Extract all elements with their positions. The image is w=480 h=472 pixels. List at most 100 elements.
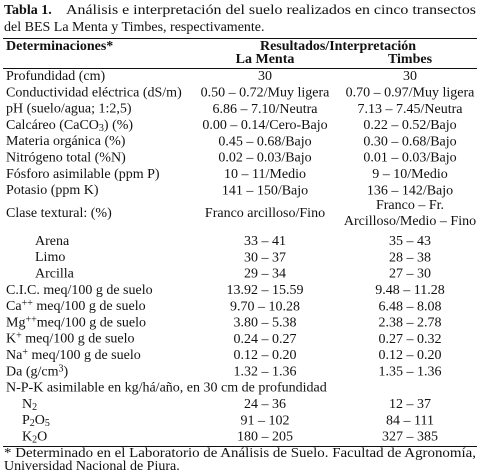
row-label: N2 xyxy=(22,397,37,413)
caption-label: Tabla 1. xyxy=(4,3,52,18)
cell: 0.50 – 0.72/Muy ligera xyxy=(201,86,330,101)
label-part: 2 xyxy=(30,418,35,429)
cell: 30 xyxy=(403,69,417,84)
footnote: Universidad Nacional de Piura. xyxy=(4,459,180,472)
label-part: meq/100 g de suelo xyxy=(28,348,141,363)
cell: 180 – 205 xyxy=(237,430,293,445)
column-header: Resultados/Interpretación xyxy=(260,39,416,54)
cell: 24 – 36 xyxy=(244,397,286,412)
row-label: Na+ meq/100 g de suelo xyxy=(6,347,141,363)
cell: 141 – 150/Bajo xyxy=(222,183,308,198)
row-label: pH (suelo/agua; 1:2,5) xyxy=(6,102,132,117)
label-part: Fósforo asimilable (ppm P) xyxy=(6,167,160,182)
cell: 0.00 – 0.14/Cero-Bajo xyxy=(202,118,327,133)
cell: 0.02 – 0.03/Bajo xyxy=(218,151,311,166)
label-part: ++ xyxy=(25,314,37,325)
row-label: Fósforo asimilable (ppm P) xyxy=(6,167,160,182)
cell: Franco arcilloso/Fino xyxy=(205,206,325,221)
label-part: 2 xyxy=(32,402,37,413)
cell: 35 – 43 xyxy=(389,234,431,249)
cell: Arcilloso/Medio – Fino xyxy=(344,214,476,229)
label-part: Limo xyxy=(35,250,65,265)
cell: 9.48 – 11.28 xyxy=(375,283,444,298)
label-part: Mg xyxy=(6,316,25,331)
cell: 9 – 10/Medio xyxy=(372,167,447,182)
cell: 9.70 – 10.28 xyxy=(230,299,300,314)
label-part: N-P-K asimilable en kg/há/año, en 30 cm … xyxy=(6,381,327,396)
label-part: P xyxy=(22,413,30,428)
cell: 91 – 102 xyxy=(241,413,290,428)
cell: Franco – Fr. xyxy=(376,198,444,213)
label-part: + xyxy=(16,330,22,341)
caption-text: Análisis e interpretación del suelo real… xyxy=(66,3,476,18)
cell: 1.35 – 1.36 xyxy=(379,365,442,380)
caption-text: del BES La Menta y Timbes, respectivamen… xyxy=(4,20,265,35)
label-part: + xyxy=(22,347,28,358)
row-label: Calcáreo (CaCO3) (%) xyxy=(6,118,133,134)
row-label: Materia orgánica (%) xyxy=(6,134,126,149)
label-part: Materia orgánica (%) xyxy=(6,134,126,149)
cell: 84 – 111 xyxy=(386,413,434,428)
label-part: Potasio (ppm K) xyxy=(6,183,99,198)
label-part: O xyxy=(37,430,47,445)
row-label: Ca++ meq/100 g de suelo xyxy=(6,298,146,314)
cell: 0.22 – 0.52/Bajo xyxy=(363,118,456,133)
cell: 27 – 30 xyxy=(389,267,431,282)
label-part: O xyxy=(35,413,45,428)
label-part: C.I.C. meq/100 g de suelo xyxy=(6,283,153,298)
label-part: meq/100 g de suelo xyxy=(33,299,146,314)
cell: 30 xyxy=(258,69,272,84)
row-label: Profundidad (cm) xyxy=(6,69,105,84)
cell: 0.30 – 0.68/Bajo xyxy=(363,134,456,149)
cell: 33 – 41 xyxy=(244,234,286,249)
row-label: C.I.C. meq/100 g de suelo xyxy=(6,283,153,298)
label-part: Clase textural: (%) xyxy=(6,206,112,221)
row-label: Arena xyxy=(35,234,70,249)
row-label: Arcilla xyxy=(35,267,75,282)
cell: 0.45 – 0.68/Bajo xyxy=(218,134,311,149)
label-part: Na xyxy=(6,348,23,363)
cell: 0.12 – 0.20 xyxy=(379,348,442,363)
label-part: meq/100 g de suelo xyxy=(22,332,135,347)
row-label: Nitrógeno total (%N) xyxy=(6,151,126,166)
column-header: Timbes xyxy=(388,52,433,67)
row-label: K+ meq/100 g de suelo xyxy=(6,330,135,346)
label-part: Conductividad eléctrica (dS/m) xyxy=(6,86,182,101)
cell: 30 – 37 xyxy=(244,250,286,265)
row-label: N-P-K asimilable en kg/há/año, en 30 cm … xyxy=(6,381,327,396)
column-header: Determinaciones* xyxy=(6,39,113,54)
cell: 0.01 – 0.03/Bajo xyxy=(363,151,456,166)
label-part: pH (suelo/agua; 1:2,5) xyxy=(6,102,132,117)
label-part: Nitrógeno total (%N) xyxy=(6,151,126,166)
cell: 0.27 – 0.32 xyxy=(379,332,442,347)
label-part: K xyxy=(22,430,32,445)
label-part: Ca xyxy=(6,299,22,314)
cell: 6.86 – 7.10/Neutra xyxy=(213,102,319,117)
row-label: Limo xyxy=(35,250,65,265)
label-part: meq/100 g de suelo xyxy=(37,316,146,331)
row-label: Mg++meq/100 g de suelo xyxy=(6,314,146,330)
row-label: Potasio (ppm K) xyxy=(6,183,99,198)
row-label: K2O xyxy=(22,430,47,446)
cell: 7.13 – 7.45/Neutra xyxy=(358,102,464,117)
label-part: N xyxy=(22,397,32,412)
cell: 0.70 – 0.97/Muy ligera xyxy=(346,86,475,101)
footnote: * Determinado en el Laboratorio de Análi… xyxy=(4,446,476,461)
row-label: Conductividad eléctrica (dS/m) xyxy=(6,86,182,101)
cell: 2.38 – 2.78 xyxy=(379,316,442,331)
label-part: 5 xyxy=(45,418,50,429)
column-header: La Menta xyxy=(236,52,295,67)
label-part: 2 xyxy=(32,435,37,446)
row-label: P2O5 xyxy=(22,413,50,429)
label-part: K xyxy=(6,332,16,347)
cell: 0.12 – 0.20 xyxy=(234,348,297,363)
label-part: Profundidad (cm) xyxy=(6,69,105,84)
cell: 13.92 – 15.59 xyxy=(227,283,304,298)
cell: 1.32 – 1.36 xyxy=(234,365,297,380)
cell: 136 – 142/Bajo xyxy=(367,183,453,198)
row-label: Da (g/cm3) xyxy=(6,363,68,379)
label-part: 3 xyxy=(99,123,104,134)
cell: 29 – 34 xyxy=(244,267,286,282)
label-part: 3 xyxy=(58,363,63,374)
cell: 28 – 38 xyxy=(389,250,431,265)
